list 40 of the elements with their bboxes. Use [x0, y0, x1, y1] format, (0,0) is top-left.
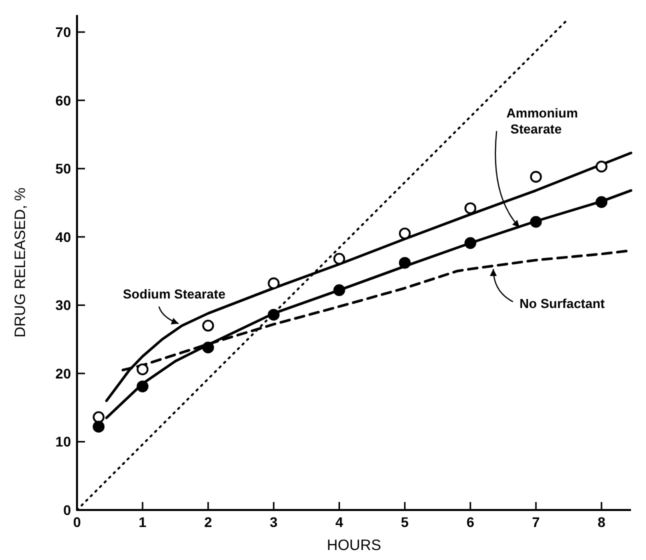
- y-tick-label: 30: [55, 297, 72, 314]
- y-tick-label: 10: [55, 434, 72, 450]
- point: [92, 420, 105, 433]
- point: [530, 216, 542, 228]
- point: [202, 320, 214, 332]
- x-tick-label: 8: [598, 514, 606, 530]
- point: [136, 380, 148, 392]
- y-tick-label: 0: [63, 502, 72, 518]
- text: Ammonium Stearate: [506, 105, 578, 136]
- point: [530, 170, 542, 183]
- point: [202, 342, 214, 354]
- point: [268, 277, 280, 290]
- x-tick-label: 6: [466, 514, 474, 530]
- x-tick-label: 0: [73, 514, 82, 530]
- y-axis-title: DRUG RELEASED, %: [12, 187, 29, 338]
- point: [464, 202, 476, 214]
- x-tick-label: 2: [204, 514, 212, 530]
- y-tick-label: 50: [55, 160, 72, 177]
- y-tick-label: 70: [55, 24, 72, 40]
- x-tick-label: 3: [270, 514, 278, 530]
- x-axis-title: HOURS: [326, 537, 382, 554]
- point: [464, 237, 476, 249]
- x-tick-label: 4: [335, 514, 344, 530]
- text: No Surfactant: [520, 296, 606, 311]
- point: [596, 196, 608, 208]
- point: [333, 252, 346, 265]
- y-tick-label: 20: [55, 365, 72, 382]
- point: [596, 160, 608, 172]
- y-tick-label: 60: [55, 92, 72, 108]
- x-tick-label: 1: [138, 514, 147, 530]
- x-tick-label: 5: [400, 514, 409, 530]
- y-tick-label: 40: [55, 228, 72, 245]
- point: [333, 284, 346, 296]
- point: [268, 308, 280, 321]
- point: [136, 363, 148, 376]
- point: [398, 228, 411, 240]
- point: [398, 256, 411, 269]
- x-tick-label: 7: [532, 514, 540, 530]
- point: [92, 411, 105, 424]
- series-label: Sodium Stearate: [122, 286, 226, 302]
